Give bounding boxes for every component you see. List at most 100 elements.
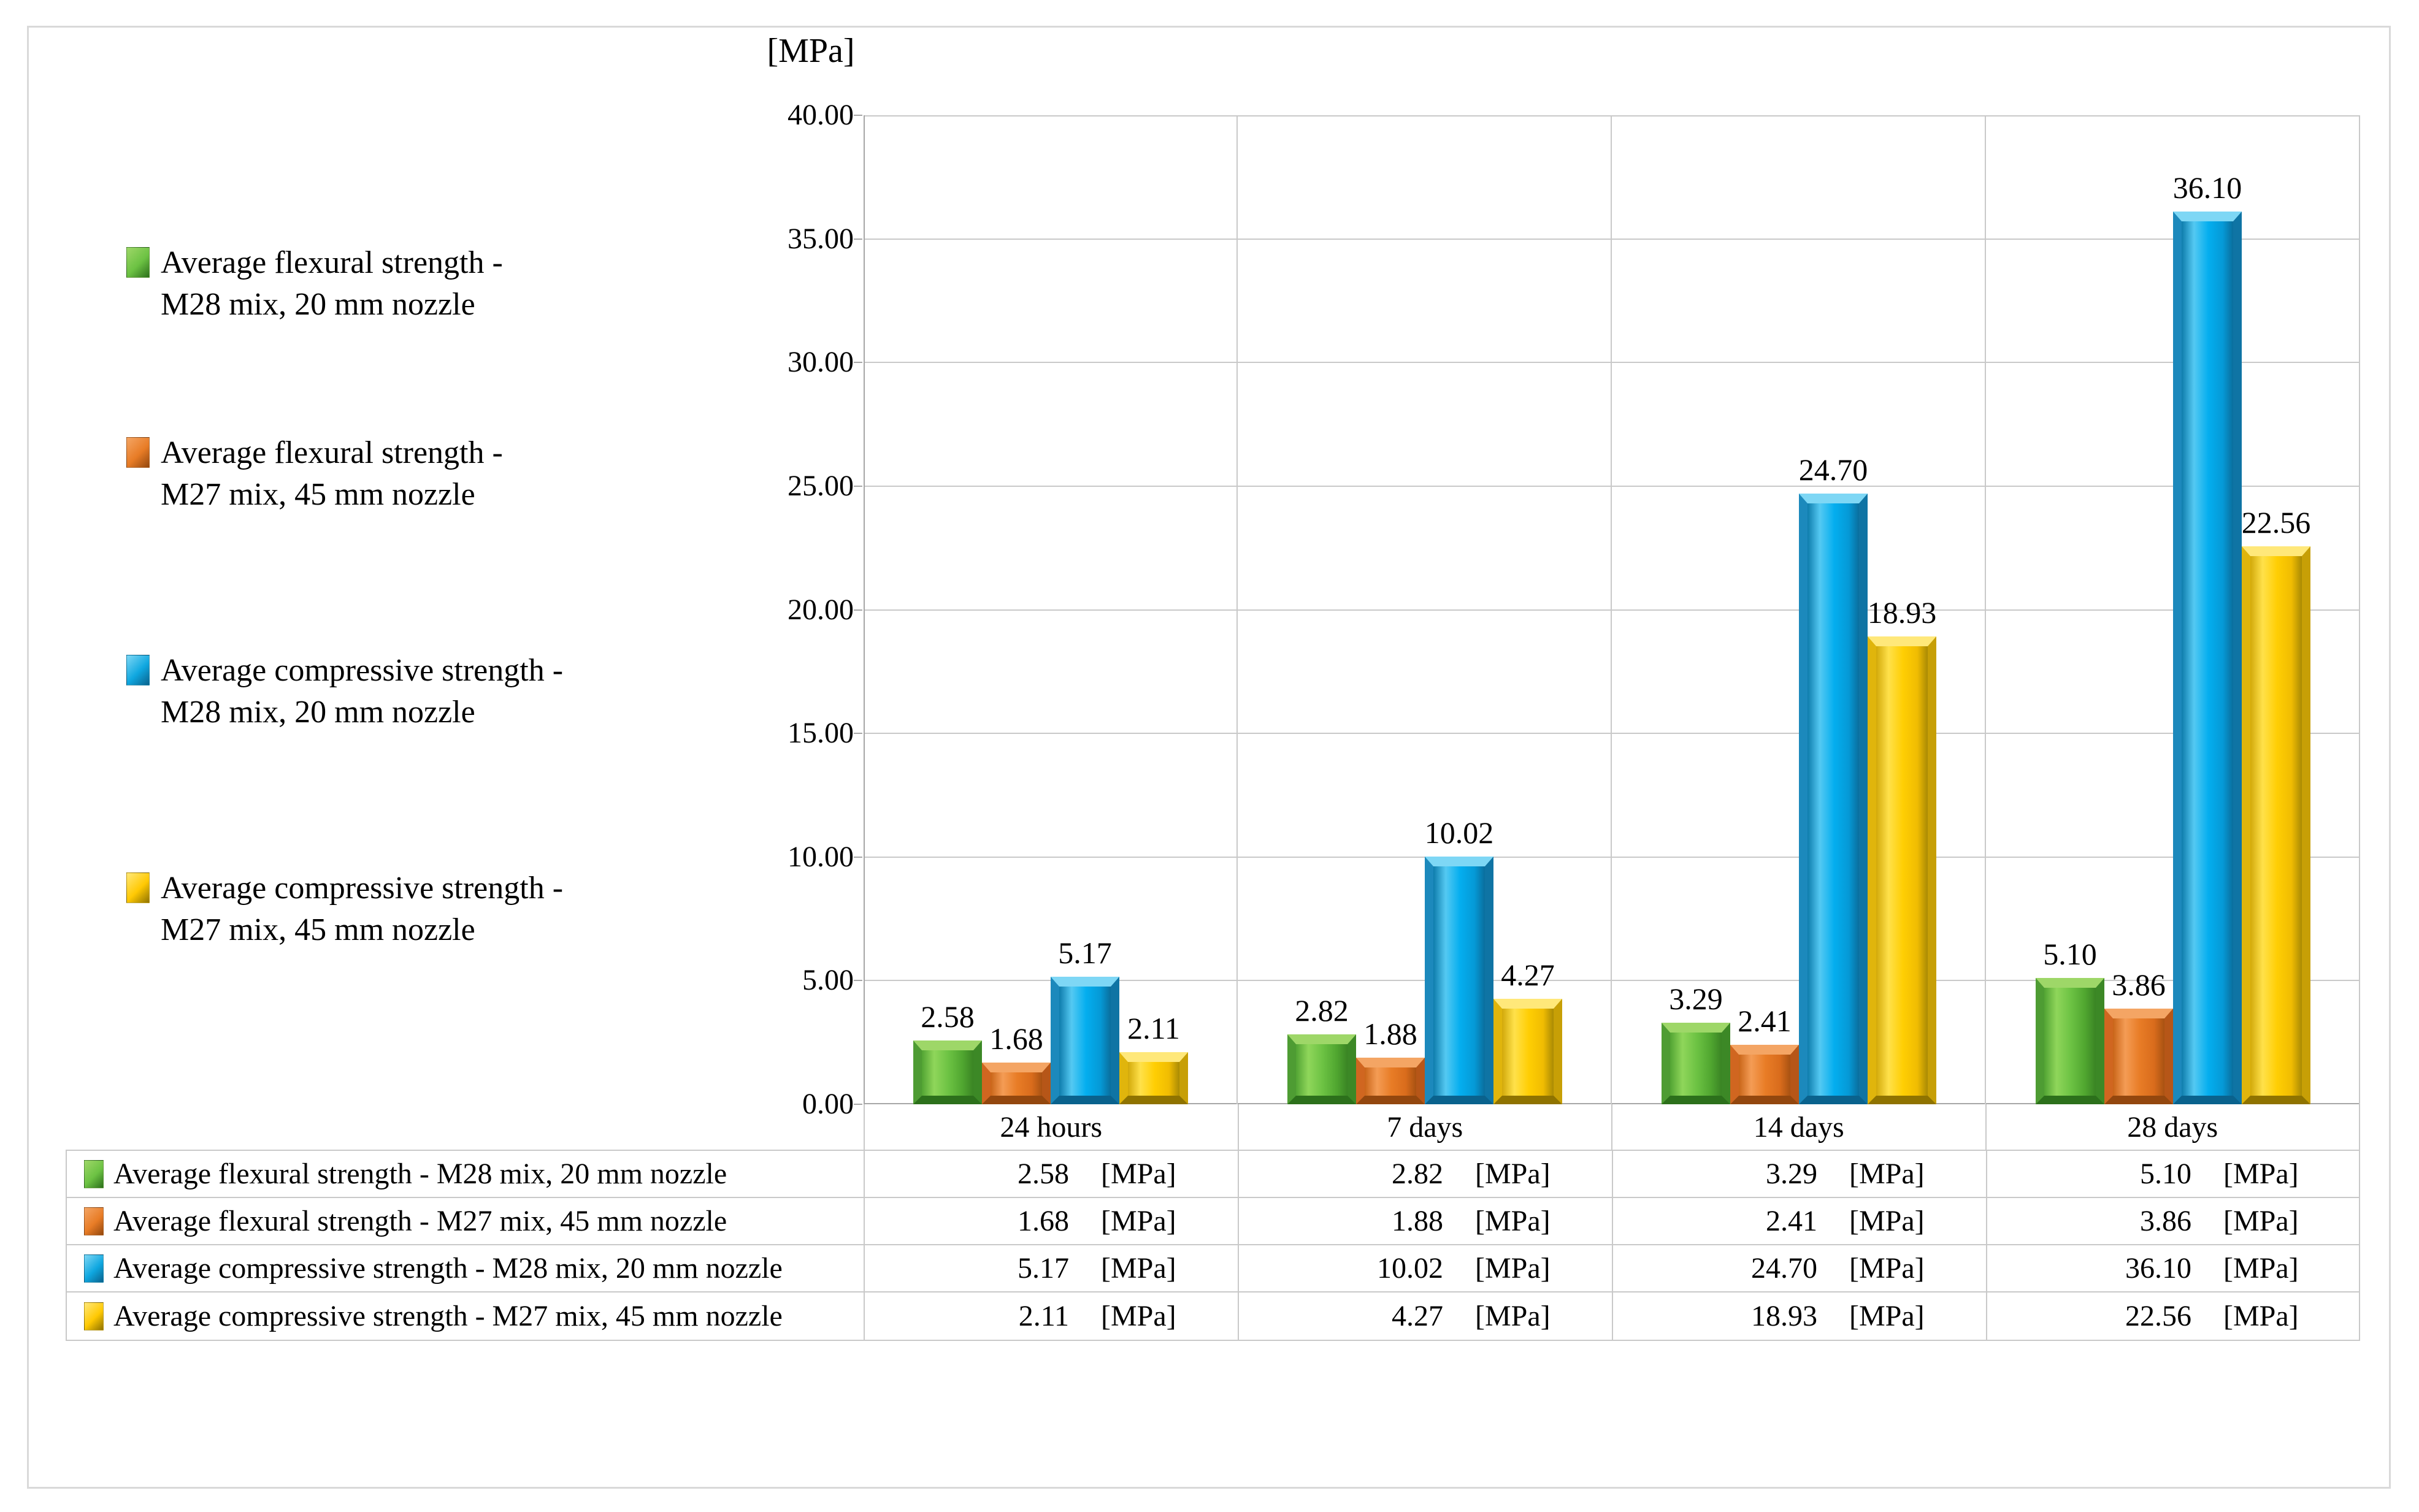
y-tick-mark [854,733,862,734]
bar-value-label: 2.41 [1738,1004,1792,1038]
table-value: 10.02 [1377,1252,1443,1285]
table-value: 36.10 [2125,1252,2191,1285]
bar-series3-24-hours [1051,977,1119,1104]
table-series-swatch-icon [84,1254,104,1283]
table-unit-label: [MPa] [1101,1300,1176,1332]
chart-data-table: Average flexural strength - M28 mix, 20 … [66,1150,2360,1341]
table-unit-label: [MPa] [1475,1300,1551,1332]
gridline-y-40 [864,115,2360,116]
table-series-name: Average compressive strength - M27 mix, … [113,1300,783,1332]
legend-label: Average compressive strength - M28 mix, 2… [161,653,564,730]
y-tick-mark [854,115,862,116]
table-unit-label: [MPa] [2223,1252,2299,1285]
gridline-x-3 [1985,115,1986,1104]
y-tick-label-40: 40.00 [788,99,854,131]
gridline-x-4 [2359,115,2360,1104]
table-value: 2.11 [1018,1300,1069,1332]
table-value-cell: 10.02 [MPa] [1239,1245,1613,1292]
y-tick-mark [854,362,862,363]
y-tick-label-20: 20.00 [788,594,854,626]
bar-value-label: 24.70 [1798,452,1868,487]
table-value: 2.58 [1018,1158,1069,1190]
bar-value-label: 1.88 [1363,1017,1417,1051]
table-series-swatch-icon [84,1159,104,1188]
table-value: 1.88 [1392,1205,1443,1237]
bar-series1-7-days [1287,1034,1356,1104]
gridline-y-35 [864,239,2360,240]
table-value-cell: 1.68 [MPa] [865,1198,1239,1245]
plot-area: 2.58 1.68 5.17 2.11 2.82 1.88 10.02 4.27 3.29 2.4… [854,115,2360,1105]
table-unit-label: [MPa] [1849,1158,1925,1190]
table-value-cell: 4.27 [MPa] [1239,1292,1613,1340]
x-axis-category-band: 24 hours 7 days 14 days 28 days [864,1104,2360,1150]
category-label-14-days: 14 days [1612,1104,1987,1150]
category-label-24-hours: 24 hours [865,1104,1239,1150]
table-unit-label: [MPa] [1101,1205,1176,1237]
table-series-swatch-icon [84,1207,104,1235]
bar-value-label: 5.17 [1058,936,1112,970]
table-row-label: Average compressive strength - M28 mix, … [67,1245,865,1292]
table-value-cell: 2.82 [MPa] [1239,1151,1613,1198]
legend-swatch-icon [126,247,150,278]
table-value-cell: 2.41 [MPa] [1613,1198,1987,1245]
y-tick-label-10: 10.00 [788,841,854,873]
table-value: 1.68 [1018,1205,1069,1237]
table-value-cell: 36.10 [MPa] [1987,1245,2360,1292]
y-tick-mark [854,239,862,240]
bar-series3-14-days [1799,494,1868,1104]
table-value: 22.56 [2125,1300,2191,1332]
table-value: 5.10 [2140,1158,2191,1190]
gridline-y-10 [864,857,2360,858]
chart-figure: [MPa] 0.00 5.00 10.00 15.00 20.00 25.00 30.00 3… [27,26,2391,1489]
bar-value-label: 1.68 [989,1021,1043,1056]
table-value-cell: 3.86 [MPa] [1987,1198,2360,1245]
y-axis-tick-labels: 0.00 5.00 10.00 15.00 20.00 25.00 30.00 35.00 40… [29,99,864,1120]
table-unit-label: [MPa] [2223,1300,2299,1332]
table-value: 18.93 [1751,1300,1817,1332]
gridline-y-5 [864,980,2360,981]
bar-series4-14-days [1868,636,1936,1104]
table-unit-label: [MPa] [1475,1252,1551,1285]
table-unit-label: [MPa] [1475,1205,1551,1237]
table-unit-label: [MPa] [2223,1205,2299,1237]
table-series-name: Average compressive strength - M28 mix, … [113,1252,783,1285]
bar-value-label: 2.58 [921,999,975,1034]
table-value-cell: 18.93 [MPa] [1613,1292,1987,1340]
table-unit-label: [MPa] [1849,1300,1925,1332]
bar-series4-24-hours [1119,1052,1188,1104]
bar-series2-24-hours [982,1063,1051,1104]
table-row-label: Average flexural strength - M28 mix, 20 … [67,1151,865,1198]
bar-series3-7-days [1425,857,1493,1104]
gridline-y-0 [864,1103,2360,1104]
y-tick-mark [854,609,862,611]
legend-item-4: Average compressive strength - M27 mix, 4… [126,868,563,951]
table-unit-label: [MPa] [1849,1205,1925,1237]
y-tick-mark [854,857,862,858]
bar-series2-28-days [2104,1009,2173,1104]
table-series-name: Average flexural strength - M27 mix, 45 … [113,1205,727,1237]
legend-label: Average flexural strength - M27 mix, 45 m… [161,435,503,512]
y-tick-label-5: 5.00 [802,964,854,996]
gridline-y-25 [864,486,2360,487]
bar-value-label: 36.10 [2172,170,2242,205]
table-value-cell: 2.11 [MPa] [865,1292,1239,1340]
table-value: 3.86 [2140,1205,2191,1237]
table-value-cell: 3.29 [MPa] [1613,1151,1987,1198]
bar-series2-14-days [1730,1045,1799,1104]
table-value: 4.27 [1392,1300,1443,1332]
y-tick-mark [854,980,862,981]
table-value: 2.41 [1766,1205,1817,1237]
table-value-cell: 1.88 [MPa] [1239,1198,1613,1245]
bar-value-label: 22.56 [2241,505,2311,540]
legend-item-2: Average flexural strength - M27 mix, 45 m… [126,432,503,516]
bar-series1-14-days [1662,1023,1730,1104]
table-value-cell: 5.17 [MPa] [865,1245,1239,1292]
table-series-swatch-icon [84,1302,104,1331]
table-value: 5.17 [1018,1252,1069,1285]
bar-series3-28-days [2173,212,2242,1104]
bar-series4-28-days [2242,546,2310,1104]
table-unit-label: [MPa] [1475,1158,1551,1190]
legend-swatch-icon [126,872,150,903]
bar-value-label: 2.11 [1127,1011,1180,1045]
